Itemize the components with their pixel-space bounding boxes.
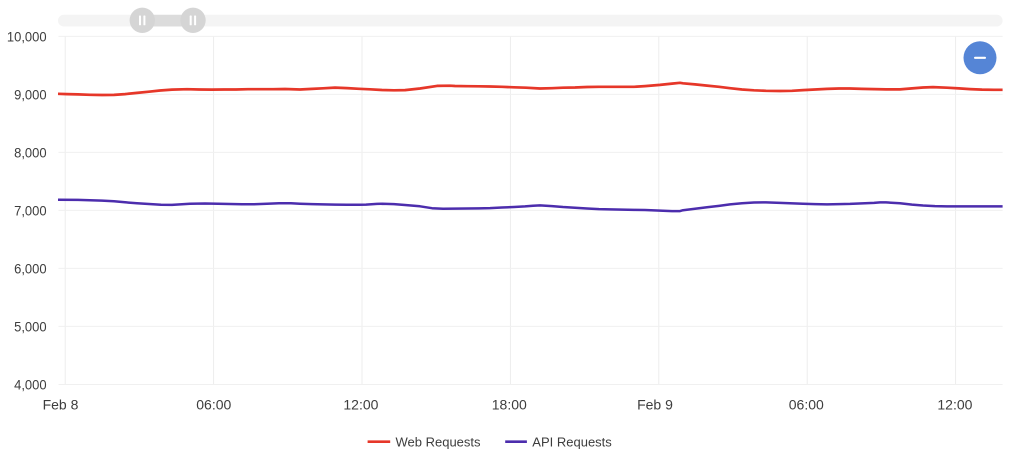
svg-text:Feb 9: Feb 9 bbox=[637, 397, 673, 413]
svg-text:7,000: 7,000 bbox=[14, 202, 47, 218]
svg-text:12:00: 12:00 bbox=[343, 397, 378, 413]
svg-text:18:00: 18:00 bbox=[492, 397, 527, 413]
svg-text:9,000: 9,000 bbox=[14, 86, 47, 102]
svg-text:12:00: 12:00 bbox=[937, 397, 972, 413]
svg-text:4,000: 4,000 bbox=[14, 377, 47, 393]
svg-text:Web Requests: Web Requests bbox=[396, 434, 482, 449]
svg-text:API Requests: API Requests bbox=[532, 434, 612, 449]
svg-text:06:00: 06:00 bbox=[196, 397, 231, 413]
svg-text:06:00: 06:00 bbox=[789, 397, 824, 413]
svg-text:10,000: 10,000 bbox=[7, 28, 47, 44]
svg-text:8,000: 8,000 bbox=[14, 144, 47, 160]
svg-text:6,000: 6,000 bbox=[14, 260, 47, 276]
svg-text:Feb 8: Feb 8 bbox=[43, 397, 79, 413]
svg-text:5,000: 5,000 bbox=[14, 318, 47, 334]
